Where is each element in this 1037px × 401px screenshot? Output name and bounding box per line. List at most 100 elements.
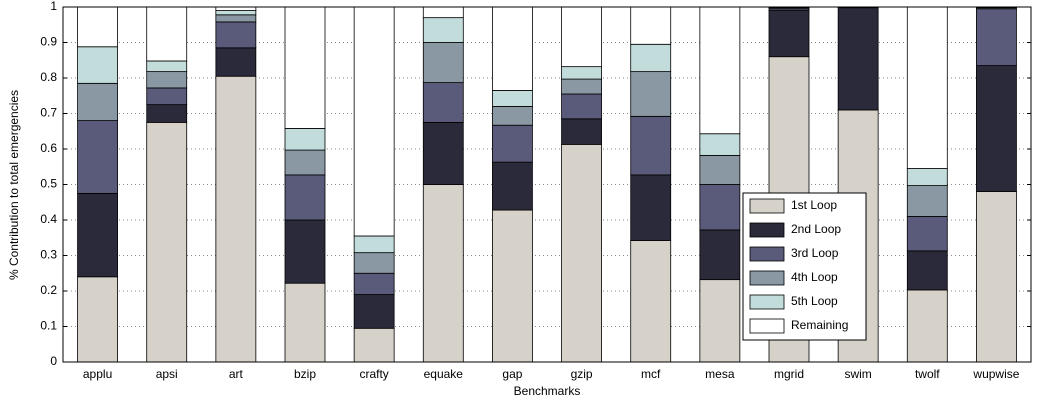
bar-segment [77, 82, 118, 121]
bar-segment [353, 327, 395, 363]
y-tick-label: 1 [50, 0, 57, 13]
bar-segment [976, 8, 1017, 66]
bar-segment [146, 121, 188, 363]
x-axis-label: Benchmarks [514, 384, 581, 398]
bar-segment [215, 10, 257, 16]
y-tick-label: 0.3 [40, 248, 57, 262]
bar-segment [146, 60, 188, 73]
bar-segment [353, 235, 395, 254]
bar-segment [284, 219, 326, 284]
x-tick-label: gap [502, 367, 522, 381]
bar-segment [630, 43, 672, 73]
bar-segment [146, 6, 188, 62]
bar-segment [422, 6, 464, 19]
bar-segment [630, 6, 672, 45]
bar-segment [699, 133, 741, 156]
bar-segment [215, 21, 257, 49]
legend-label: 4th Loop [791, 270, 838, 284]
y-tick-label: 0.4 [40, 212, 57, 226]
bar-segment [215, 6, 257, 11]
x-tick-label: wupwise [972, 367, 1019, 381]
x-tick-label: equake [424, 367, 464, 381]
bar-segment [284, 282, 326, 363]
y-tick-label: 0.7 [40, 106, 57, 120]
x-tick-label: bzip [294, 367, 316, 381]
bar-segment [561, 66, 602, 80]
x-tick-label: crafty [359, 367, 388, 381]
x-tick-label: mesa [705, 367, 735, 381]
legend-swatch [749, 246, 785, 262]
bar-segment [768, 10, 810, 58]
legend-label: 2nd Loop [791, 222, 841, 236]
bar-segment [215, 47, 257, 77]
bar-segment [146, 87, 188, 106]
bar-segment [353, 272, 395, 295]
legend: 1st Loop 2nd Loop 3rd Loop 4th Loop 5th Loop… [742, 192, 867, 341]
y-tick-label: 0.8 [40, 70, 57, 84]
bar-segment [492, 6, 533, 91]
bar-segment [906, 185, 948, 217]
y-tick-label: 0 [50, 354, 57, 368]
bar-segment [422, 82, 464, 123]
bar-segment [422, 184, 464, 363]
x-tick-label: twolf [915, 367, 940, 381]
bar-segment [353, 294, 395, 329]
bar-segment [77, 6, 118, 48]
y-tick-label: 0.9 [40, 35, 57, 49]
bar-segment [422, 17, 464, 43]
bar-segment [492, 161, 533, 211]
legend-swatch [749, 270, 785, 286]
bar-segment [77, 120, 118, 194]
legend-swatch [749, 318, 785, 334]
bar-segment [146, 71, 188, 89]
bar-segment [906, 6, 948, 169]
bar-segment [353, 252, 395, 274]
bar-segment [422, 42, 464, 84]
bar-segment [906, 250, 948, 291]
bar-segment [561, 143, 602, 363]
y-tick-label: 0.2 [40, 283, 57, 297]
plot-frame [62, 6, 1032, 363]
bar-segment [77, 276, 118, 363]
bar-segment [699, 279, 741, 363]
bar-segment [215, 75, 257, 363]
bar-segment [422, 121, 464, 185]
bar-segment [976, 191, 1017, 363]
bar-segment [630, 115, 672, 176]
bar-segment [492, 124, 533, 163]
y-tick-label: 0.6 [40, 141, 57, 155]
legend-label: 1st Loop [791, 198, 837, 212]
bar-segment [630, 174, 672, 241]
bar-segment [77, 46, 118, 84]
bar-segment [77, 192, 118, 278]
legend-swatch [749, 198, 785, 214]
legend-swatch [749, 294, 785, 310]
legend-swatch [749, 222, 785, 238]
bar-segment [284, 128, 326, 151]
bar-segment [837, 7, 879, 111]
legend-label: 5th Loop [791, 294, 838, 308]
bar-segment [492, 90, 533, 107]
bar-segment [492, 209, 533, 363]
legend-box [742, 192, 867, 341]
bar-segment [353, 6, 395, 237]
bar-segment [976, 65, 1017, 192]
bar-segment [561, 93, 602, 120]
x-tick-label: mgrid [774, 367, 804, 381]
bar-segment [284, 174, 326, 221]
bar-segment [561, 118, 602, 145]
bar-segment [630, 240, 672, 363]
bar-segment [146, 104, 188, 123]
legend-label: 3rd Loop [791, 246, 839, 260]
bar-segment [699, 6, 741, 135]
bar-segment [561, 6, 602, 68]
bar-segment [284, 149, 326, 176]
x-tick-label: swim [844, 367, 871, 381]
x-tick-label: mcf [641, 367, 661, 381]
y-tick-label: 0.1 [40, 319, 57, 333]
bar-segment [906, 216, 948, 252]
x-tick-label: art [229, 367, 244, 381]
bar-segment [284, 6, 326, 129]
bar-segment [215, 14, 257, 23]
